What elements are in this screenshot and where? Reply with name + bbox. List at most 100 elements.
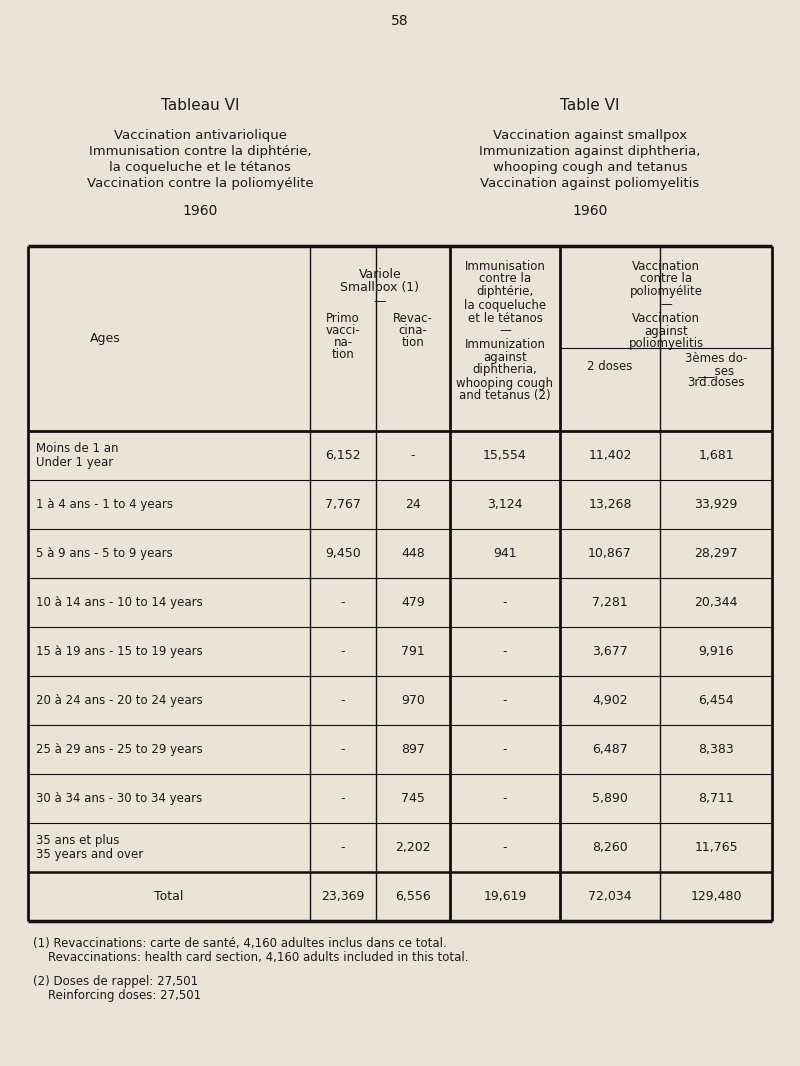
Text: ___ses: ___ses <box>698 365 734 377</box>
Text: 8,383: 8,383 <box>698 743 734 756</box>
Text: Ages: Ages <box>90 332 121 345</box>
Text: -: - <box>341 743 346 756</box>
Text: 3rd.doses: 3rd.doses <box>687 376 745 389</box>
Text: cina-: cina- <box>398 323 427 337</box>
Text: against: against <box>644 324 688 338</box>
Text: 8,711: 8,711 <box>698 792 734 805</box>
Text: na-: na- <box>334 336 353 349</box>
Text: -: - <box>502 792 507 805</box>
Text: 791: 791 <box>401 645 425 658</box>
Text: Moins de 1 an: Moins de 1 an <box>36 442 118 455</box>
Text: against: against <box>483 351 527 364</box>
Text: 1960: 1960 <box>572 204 608 219</box>
Text: la coqueluche: la coqueluche <box>464 298 546 311</box>
Text: -: - <box>502 645 507 658</box>
Text: poliomyélite: poliomyélite <box>630 286 702 298</box>
Text: (1) Revaccinations: carte de santé, 4,160 adultes inclus dans ce total.: (1) Revaccinations: carte de santé, 4,16… <box>33 937 446 950</box>
Text: 72,034: 72,034 <box>588 890 632 903</box>
Text: Immunization: Immunization <box>465 338 546 351</box>
Text: -: - <box>341 645 346 658</box>
Text: 20 à 24 ans - 20 to 24 years: 20 à 24 ans - 20 to 24 years <box>36 694 202 707</box>
Text: Table VI: Table VI <box>560 98 620 113</box>
Text: 6,454: 6,454 <box>698 694 734 707</box>
Text: and tetanus (2): and tetanus (2) <box>459 389 551 403</box>
Text: tion: tion <box>332 348 354 360</box>
Text: -: - <box>341 694 346 707</box>
Text: -: - <box>341 792 346 805</box>
Text: poliomyelitis: poliomyelitis <box>628 338 704 351</box>
Text: Immunisation: Immunisation <box>465 259 546 273</box>
Text: 479: 479 <box>401 596 425 609</box>
Text: 2 doses: 2 doses <box>587 359 633 372</box>
Text: contre la: contre la <box>479 273 531 286</box>
Text: 1960: 1960 <box>182 204 218 219</box>
Text: tion: tion <box>402 336 424 349</box>
Text: Immunisation contre la diphtérie,: Immunisation contre la diphtérie, <box>89 145 311 159</box>
Text: -: - <box>502 596 507 609</box>
Text: 8,260: 8,260 <box>592 841 628 854</box>
Text: whooping cough and tetanus: whooping cough and tetanus <box>493 162 687 175</box>
Text: 2,202: 2,202 <box>395 841 431 854</box>
Text: 6,152: 6,152 <box>325 449 361 462</box>
Text: 33,929: 33,929 <box>694 498 738 511</box>
Text: 10 à 14 ans - 10 to 14 years: 10 à 14 ans - 10 to 14 years <box>36 596 202 609</box>
Text: 9,450: 9,450 <box>325 547 361 560</box>
Text: 11,402: 11,402 <box>588 449 632 462</box>
Text: 35 years and over: 35 years and over <box>36 847 143 861</box>
Text: 30 à 34 ans - 30 to 34 years: 30 à 34 ans - 30 to 34 years <box>36 792 202 805</box>
Text: 3èmes do-: 3èmes do- <box>685 353 747 366</box>
Text: -: - <box>410 449 415 462</box>
Text: 3,677: 3,677 <box>592 645 628 658</box>
Text: 6,556: 6,556 <box>395 890 431 903</box>
Text: 23,369: 23,369 <box>322 890 365 903</box>
Text: 24: 24 <box>405 498 421 511</box>
Text: diphtheria,: diphtheria, <box>473 364 538 376</box>
Text: 129,480: 129,480 <box>690 890 742 903</box>
Text: 1 à 4 ans - 1 to 4 years: 1 à 4 ans - 1 to 4 years <box>36 498 173 511</box>
Text: -: - <box>341 841 346 854</box>
Text: Vaccination antivariolique: Vaccination antivariolique <box>114 129 286 143</box>
Text: 58: 58 <box>391 14 409 28</box>
Text: whooping cough: whooping cough <box>457 376 554 389</box>
Text: -: - <box>502 841 507 854</box>
Text: Revac-: Revac- <box>393 311 433 324</box>
Text: Immunization against diphtheria,: Immunization against diphtheria, <box>479 145 701 159</box>
Text: -: - <box>502 743 507 756</box>
Text: (2) Doses de rappel: 27,501: (2) Doses de rappel: 27,501 <box>33 974 198 987</box>
Text: 5 à 9 ans - 5 to 9 years: 5 à 9 ans - 5 to 9 years <box>36 547 173 560</box>
Text: Vaccination against smallpox: Vaccination against smallpox <box>493 129 687 143</box>
Text: Tableau VI: Tableau VI <box>161 98 239 113</box>
Text: Total: Total <box>154 890 184 903</box>
Text: 15,554: 15,554 <box>483 449 527 462</box>
Text: Primo: Primo <box>326 311 360 324</box>
Text: 19,619: 19,619 <box>483 890 526 903</box>
Text: 13,268: 13,268 <box>588 498 632 511</box>
Text: Vaccination: Vaccination <box>632 259 700 273</box>
Text: —: — <box>660 298 672 311</box>
Text: 1,681: 1,681 <box>698 449 734 462</box>
Text: et le tétanos: et le tétanos <box>467 311 542 324</box>
Text: la coqueluche et le tétanos: la coqueluche et le tétanos <box>109 162 291 175</box>
Text: 35 ans et plus: 35 ans et plus <box>36 834 119 847</box>
Text: 448: 448 <box>401 547 425 560</box>
Text: 970: 970 <box>401 694 425 707</box>
Text: 9,916: 9,916 <box>698 645 734 658</box>
Text: Under 1 year: Under 1 year <box>36 456 114 469</box>
Text: 25 à 29 ans - 25 to 29 years: 25 à 29 ans - 25 to 29 years <box>36 743 202 756</box>
Text: Vaccination contre la poliomyélite: Vaccination contre la poliomyélite <box>86 178 314 191</box>
Text: 4,902: 4,902 <box>592 694 628 707</box>
Text: 15 à 19 ans - 15 to 19 years: 15 à 19 ans - 15 to 19 years <box>36 645 202 658</box>
Text: diphtérie,: diphtérie, <box>476 286 534 298</box>
Text: 5,890: 5,890 <box>592 792 628 805</box>
Text: —: — <box>374 295 386 308</box>
Text: 941: 941 <box>493 547 517 560</box>
Text: 745: 745 <box>401 792 425 805</box>
Text: vacci-: vacci- <box>326 323 360 337</box>
Text: Smallpox (1): Smallpox (1) <box>341 280 419 293</box>
Text: 3,124: 3,124 <box>487 498 522 511</box>
Text: 7,767: 7,767 <box>325 498 361 511</box>
Text: 11,765: 11,765 <box>694 841 738 854</box>
Text: 6,487: 6,487 <box>592 743 628 756</box>
Text: 20,344: 20,344 <box>694 596 738 609</box>
Text: -: - <box>502 694 507 707</box>
